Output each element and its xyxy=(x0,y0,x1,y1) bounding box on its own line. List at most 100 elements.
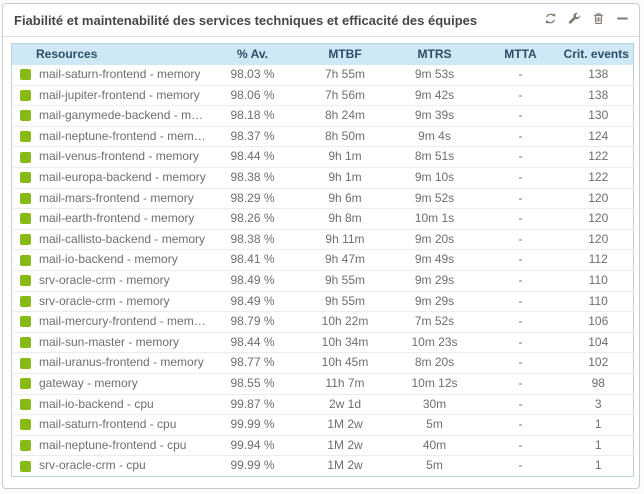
mtbf-value: 9h 11m xyxy=(298,229,392,251)
availability-value: 99.94 % xyxy=(206,435,299,457)
table-row[interactable]: mail-io-backend - memory 98.41 % 9h 47m … xyxy=(11,249,634,271)
mtta-value: - xyxy=(477,208,564,230)
availability-value: 98.44 % xyxy=(206,332,299,354)
mtrs-value: 9m 4s xyxy=(391,126,478,148)
table-row[interactable]: mail-mars-frontend - memory 98.29 % 9h 6… xyxy=(11,188,634,210)
collapse-widget-button[interactable] xyxy=(616,12,629,28)
wrench-icon xyxy=(568,12,581,28)
mtbf-value: 1M 2w xyxy=(327,458,363,473)
table-row[interactable]: srv-oracle-crm - memory 98.49 % 9h 55m 9… xyxy=(11,291,634,313)
mtrs-value: 9m 20s xyxy=(391,229,478,251)
table-body: mail-saturn-frontend - memory 98.03 % 7h… xyxy=(11,65,634,477)
crit-events-value: 104 xyxy=(563,332,634,354)
table-row[interactable]: gateway - memory 98.55 % 11h 7m 10m 12s … xyxy=(11,373,634,395)
availability-value: 98.77 % xyxy=(206,352,299,374)
resource-name: gateway - memory xyxy=(39,375,138,390)
resource-name: mail-mercury-frontend - memory xyxy=(39,314,207,329)
mtrs-value: 9m 29s xyxy=(391,291,478,313)
mtta-value: - xyxy=(477,435,564,457)
resource-name: mail-venus-frontend - memory xyxy=(39,149,200,164)
resource-name: mail-saturn-frontend - cpu xyxy=(39,417,177,432)
crit-events-value: 98 xyxy=(563,373,634,395)
availability-value: 98.55 % xyxy=(206,373,299,395)
status-ok-icon xyxy=(20,213,31,225)
mtbf-value: 10h 22m xyxy=(298,311,392,333)
availability-value: 98.18 % xyxy=(206,105,299,127)
mtta-value: - xyxy=(477,188,564,210)
status-ok-icon xyxy=(20,378,31,390)
table-row[interactable]: srv-oracle-crm - cpu 99.99 % 1M 2w 5m - … xyxy=(12,456,634,477)
status-ok-icon xyxy=(20,131,31,143)
table-row[interactable]: mail-mercury-frontend - memory 98.79 % 1… xyxy=(11,311,634,333)
mtbf-value: 11h 7m xyxy=(298,373,392,395)
table-row[interactable]: mail-callisto-backend - memory 98.38 % 9… xyxy=(11,229,634,251)
mtbf-value: 10h 45m xyxy=(298,352,392,374)
crit-events-value: 138 xyxy=(563,65,634,86)
mtbf-value: 9h 8m xyxy=(298,208,392,230)
mtbf-value: 8h 50m xyxy=(298,126,392,148)
mtrs-value: 10m 12s xyxy=(391,373,478,395)
mtta-value: - xyxy=(477,126,564,148)
availability-value: 98.79 % xyxy=(206,311,299,333)
table-row[interactable]: mail-uranus-frontend - memory 98.77 % 10… xyxy=(11,352,634,374)
table-row[interactable]: mail-venus-frontend - memory 98.44 % 9h … xyxy=(11,146,634,168)
table-row[interactable]: mail-saturn-frontend - cpu 99.99 % 1M 2w… xyxy=(11,414,634,436)
table-row[interactable]: mail-europa-backend - memory 98.38 % 9h … xyxy=(11,167,634,189)
crit-events-value: 124 xyxy=(563,126,634,148)
availability-value: 98.49 % xyxy=(206,291,299,313)
trash-icon xyxy=(592,12,605,28)
crit-events-value: 120 xyxy=(563,208,634,230)
resource-name: mail-ganymede-backend - memory xyxy=(39,108,207,123)
crit-events-value: 120 xyxy=(563,188,634,210)
availability-value: 98.38 % xyxy=(206,167,299,189)
table-row[interactable]: mail-ganymede-backend - memory 98.18 % 8… xyxy=(11,105,634,127)
table-row[interactable]: mail-saturn-frontend - memory 98.03 % 7h… xyxy=(11,65,634,86)
table-row[interactable]: mail-neptune-frontend - cpu 99.94 % 1M 2… xyxy=(11,435,634,457)
column-header-resources[interactable]: Resources xyxy=(11,43,207,65)
status-ok-icon xyxy=(20,357,31,369)
mtrs-value: 9m 29s xyxy=(391,270,478,292)
mtbf-value: 9h 55m xyxy=(298,291,392,313)
status-ok-icon xyxy=(20,254,31,266)
availability-value: 98.03 % xyxy=(206,65,299,86)
table-row[interactable]: mail-neptune-frontend - memory 98.37 % 8… xyxy=(11,126,634,148)
availability-value: 99.99 % xyxy=(230,458,275,473)
edit-widget-button[interactable] xyxy=(568,12,581,28)
mtbf-value: 7h 55m xyxy=(298,65,392,86)
mtta-value: - xyxy=(477,146,564,168)
table-row[interactable]: mail-jupiter-frontend - memory 98.06 % 7… xyxy=(11,85,634,107)
crit-events-value: 122 xyxy=(563,146,634,168)
column-header-mtta[interactable]: MTTA xyxy=(477,43,564,65)
resource-name: mail-saturn-frontend - memory xyxy=(39,67,201,81)
table-row[interactable]: srv-oracle-crm - memory 98.49 % 9h 55m 9… xyxy=(11,270,634,292)
status-ok-icon xyxy=(20,172,31,184)
mtbf-value: 2w 1d xyxy=(298,394,392,416)
column-header-crit-events[interactable]: Crit. events xyxy=(563,43,634,65)
crit-events-value: 1 xyxy=(594,458,602,473)
mtrs-value: 9m 39s xyxy=(391,105,478,127)
column-header-mtrs[interactable]: MTRS xyxy=(391,43,478,65)
column-header-availability[interactable]: % Av. xyxy=(206,43,299,65)
resource-name: mail-sun-master - memory xyxy=(39,334,180,349)
mtta-value: - xyxy=(477,332,564,354)
availability-value: 98.38 % xyxy=(206,229,299,251)
resource-name: mail-earth-frontend - memory xyxy=(39,211,195,226)
column-header-mtbf[interactable]: MTBF xyxy=(298,43,392,65)
delete-widget-button[interactable] xyxy=(592,12,605,28)
table-row[interactable]: mail-earth-frontend - memory 98.26 % 9h … xyxy=(11,208,634,230)
mtrs-value: 30m xyxy=(391,394,478,416)
refresh-icon xyxy=(544,12,557,28)
mtta-value: - xyxy=(477,167,564,189)
resource-name: mail-io-backend - memory xyxy=(39,252,178,267)
mtrs-value: 10m 1s xyxy=(391,208,478,230)
minus-icon xyxy=(616,12,629,28)
refresh-button[interactable] xyxy=(544,12,557,28)
table-row[interactable]: mail-io-backend - cpu 99.87 % 2w 1d 30m … xyxy=(11,394,634,416)
resource-name: mail-neptune-frontend - memory xyxy=(39,128,207,143)
status-ok-icon xyxy=(20,234,31,246)
availability-value: 99.99 % xyxy=(206,414,299,436)
mtta-value: - xyxy=(477,65,564,86)
table-row[interactable]: mail-sun-master - memory 98.44 % 10h 34m… xyxy=(11,332,634,354)
crit-events-value: 1 xyxy=(563,435,634,457)
availability-value: 98.44 % xyxy=(206,146,299,168)
